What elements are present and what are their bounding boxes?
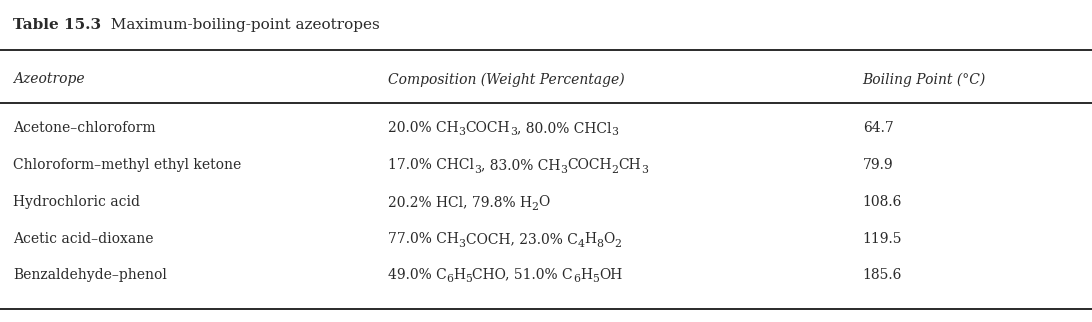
Text: 49.0% C: 49.0% C — [388, 268, 447, 281]
Text: 3: 3 — [612, 128, 618, 137]
Text: 8: 8 — [596, 239, 603, 249]
Text: Maximum-boiling-point azeotropes: Maximum-boiling-point azeotropes — [102, 18, 380, 32]
Text: COCH: COCH — [465, 121, 510, 135]
Text: Hydrochloric acid: Hydrochloric acid — [13, 195, 140, 209]
Text: 6: 6 — [447, 274, 453, 284]
Text: 3: 3 — [459, 128, 465, 137]
Text: 2: 2 — [612, 165, 618, 175]
Text: 4: 4 — [578, 239, 584, 249]
Text: 17.0% CHCl: 17.0% CHCl — [388, 158, 474, 172]
Text: 5: 5 — [465, 274, 472, 284]
Text: 3: 3 — [459, 239, 465, 249]
Text: OH: OH — [598, 268, 622, 281]
Text: 3: 3 — [641, 165, 649, 175]
Text: 6: 6 — [573, 274, 580, 284]
Text: 108.6: 108.6 — [863, 195, 902, 209]
Text: H: H — [453, 268, 465, 281]
Text: 3: 3 — [474, 165, 480, 175]
Text: O: O — [603, 232, 615, 246]
Text: 5: 5 — [592, 274, 598, 284]
Text: , 83.0% CH: , 83.0% CH — [480, 158, 560, 172]
Text: O: O — [538, 195, 550, 209]
Text: 64.7: 64.7 — [863, 121, 893, 135]
Text: Chloroform–methyl ethyl ketone: Chloroform–methyl ethyl ketone — [13, 158, 241, 172]
Text: COCH: COCH — [567, 158, 612, 172]
Text: , 80.0% CHCl: , 80.0% CHCl — [517, 121, 612, 135]
Text: COCH, 23.0% C: COCH, 23.0% C — [465, 232, 578, 246]
Text: Acetone–chloroform: Acetone–chloroform — [13, 121, 156, 135]
Text: Azeotrope: Azeotrope — [13, 72, 85, 86]
Text: Benzaldehyde–phenol: Benzaldehyde–phenol — [13, 268, 167, 281]
Text: 2: 2 — [532, 202, 538, 212]
Text: 2: 2 — [615, 239, 621, 249]
Text: 119.5: 119.5 — [863, 232, 902, 246]
Text: Acetic acid–dioxane: Acetic acid–dioxane — [13, 232, 154, 246]
Text: 79.9: 79.9 — [863, 158, 893, 172]
Text: CHO, 51.0% C: CHO, 51.0% C — [472, 268, 573, 281]
Text: 20.2% HCl, 79.8% H: 20.2% HCl, 79.8% H — [388, 195, 532, 209]
Text: 20.0% CH: 20.0% CH — [388, 121, 459, 135]
Text: 185.6: 185.6 — [863, 268, 902, 281]
Text: 3: 3 — [510, 128, 517, 137]
Text: Composition (Weight Percentage): Composition (Weight Percentage) — [388, 72, 625, 87]
Text: Boiling Point (°C): Boiling Point (°C) — [863, 72, 986, 87]
Text: CH: CH — [618, 158, 641, 172]
Text: H: H — [584, 232, 596, 246]
Text: H: H — [580, 268, 592, 281]
Text: 77.0% CH: 77.0% CH — [388, 232, 459, 246]
Text: 3: 3 — [560, 165, 567, 175]
Text: Table 15.3: Table 15.3 — [13, 18, 102, 32]
